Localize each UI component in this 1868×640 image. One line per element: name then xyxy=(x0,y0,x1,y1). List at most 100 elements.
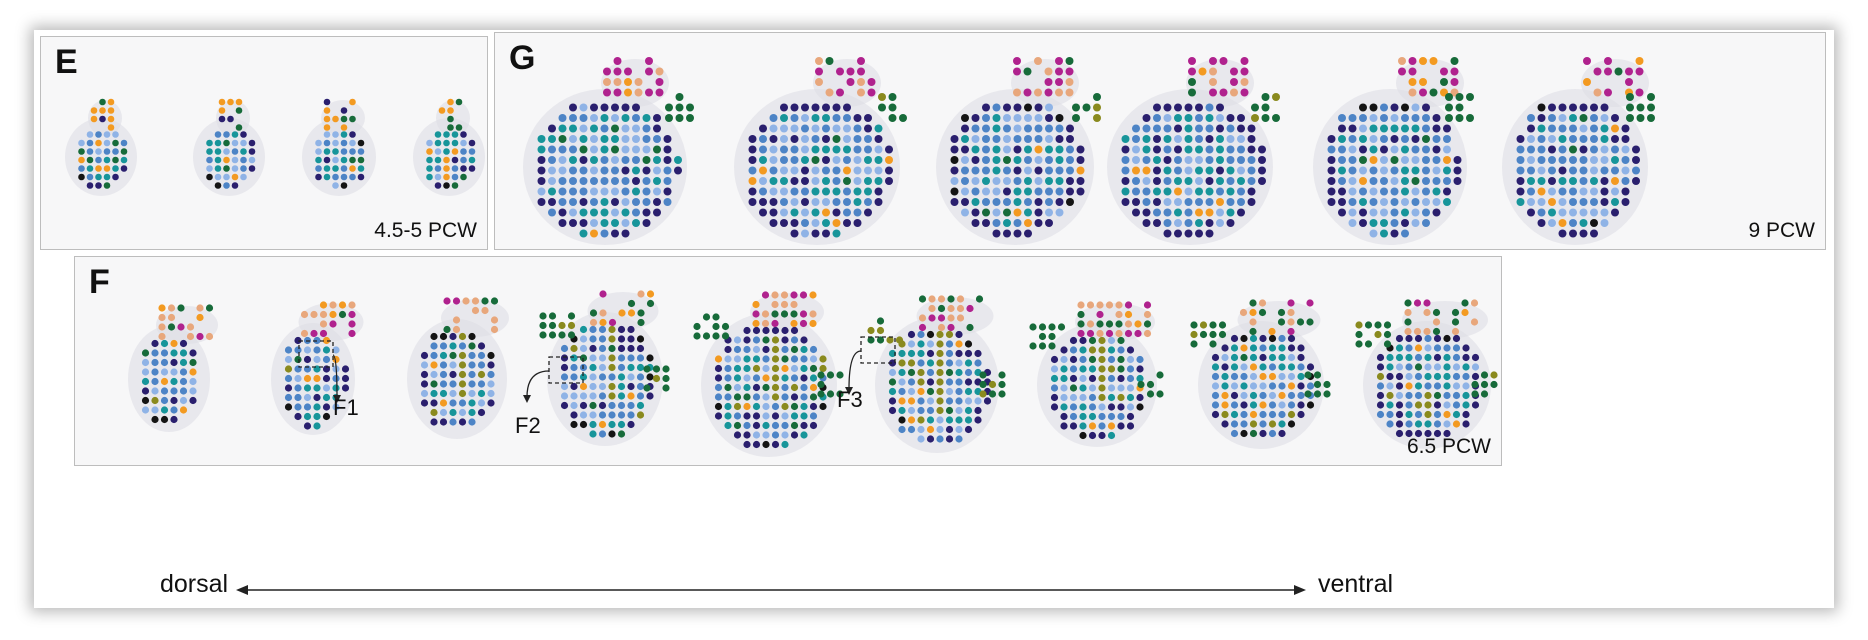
spot xyxy=(1462,363,1470,371)
spot xyxy=(936,397,944,405)
spot xyxy=(632,124,640,133)
spot xyxy=(313,374,321,383)
spot xyxy=(1024,135,1032,143)
spot xyxy=(1287,318,1295,326)
spot xyxy=(1376,410,1385,419)
spot xyxy=(1195,124,1203,133)
spot xyxy=(1452,363,1461,371)
spot xyxy=(1272,93,1280,101)
spot xyxy=(322,412,331,421)
spot xyxy=(961,145,969,154)
spot xyxy=(646,299,655,308)
spot xyxy=(608,363,616,372)
spot xyxy=(1261,103,1270,112)
spot xyxy=(1621,166,1630,175)
spot xyxy=(653,208,661,217)
spot xyxy=(1369,145,1378,154)
spot xyxy=(613,88,622,97)
spot xyxy=(748,166,757,175)
spot xyxy=(790,177,799,185)
spot xyxy=(752,402,761,411)
spot xyxy=(1287,327,1295,336)
spot xyxy=(801,187,809,196)
spot xyxy=(1226,187,1235,196)
spot xyxy=(430,418,438,426)
spot xyxy=(1401,198,1409,206)
spot xyxy=(303,403,312,411)
spot xyxy=(1432,327,1441,336)
spot xyxy=(955,425,963,434)
spot xyxy=(799,291,808,299)
spot xyxy=(836,390,844,398)
spot xyxy=(781,421,789,430)
spot xyxy=(867,88,876,97)
spot xyxy=(458,380,467,388)
spot xyxy=(315,156,322,164)
spot xyxy=(964,349,973,358)
spot xyxy=(971,124,980,133)
spot xyxy=(1117,393,1125,402)
spot xyxy=(303,412,312,421)
spot xyxy=(1390,145,1399,154)
spot xyxy=(1635,67,1644,76)
spot xyxy=(617,382,626,391)
spot xyxy=(1376,382,1385,390)
spot xyxy=(313,384,321,392)
spot xyxy=(1408,57,1417,65)
spot xyxy=(748,145,757,154)
spot xyxy=(589,420,597,429)
spot xyxy=(1082,103,1091,112)
spot xyxy=(1121,198,1130,206)
spot xyxy=(141,377,150,386)
spot xyxy=(1635,88,1644,97)
spot xyxy=(1443,410,1451,419)
spot xyxy=(643,365,651,373)
spot xyxy=(1278,334,1286,343)
spot xyxy=(1450,67,1459,76)
spot xyxy=(961,198,969,206)
spot xyxy=(1451,308,1460,317)
spot xyxy=(1205,135,1214,143)
spot xyxy=(1451,318,1460,326)
spot xyxy=(790,166,799,175)
spot xyxy=(319,310,328,319)
spot xyxy=(303,374,312,383)
spot xyxy=(1452,353,1461,362)
spot xyxy=(449,332,457,341)
spot xyxy=(945,359,954,367)
spot xyxy=(341,365,350,373)
spot xyxy=(822,156,830,164)
spot xyxy=(1142,208,1151,217)
spot xyxy=(1107,384,1116,392)
spot xyxy=(1034,57,1042,65)
spot xyxy=(992,219,1001,227)
spot xyxy=(945,368,954,377)
spot xyxy=(1516,145,1525,154)
spot xyxy=(752,364,761,373)
spot xyxy=(458,399,467,407)
spot xyxy=(621,219,630,227)
spot xyxy=(357,156,365,164)
spot xyxy=(1380,103,1388,112)
spot xyxy=(1107,403,1116,411)
spot xyxy=(1359,198,1367,206)
spot xyxy=(1115,320,1123,328)
spot xyxy=(158,304,166,312)
spot xyxy=(579,325,588,334)
spot xyxy=(982,187,990,196)
spot xyxy=(752,300,760,309)
spot xyxy=(819,364,827,373)
spot xyxy=(1249,327,1257,336)
spot xyxy=(477,380,486,388)
spot xyxy=(926,425,935,434)
spot xyxy=(771,412,780,420)
spot xyxy=(1369,166,1378,175)
spot xyxy=(458,351,467,360)
spot xyxy=(1003,124,1011,133)
spot xyxy=(822,135,830,143)
spot xyxy=(294,346,302,354)
spot xyxy=(1221,353,1229,362)
spot xyxy=(1411,114,1420,122)
spot xyxy=(170,387,178,395)
